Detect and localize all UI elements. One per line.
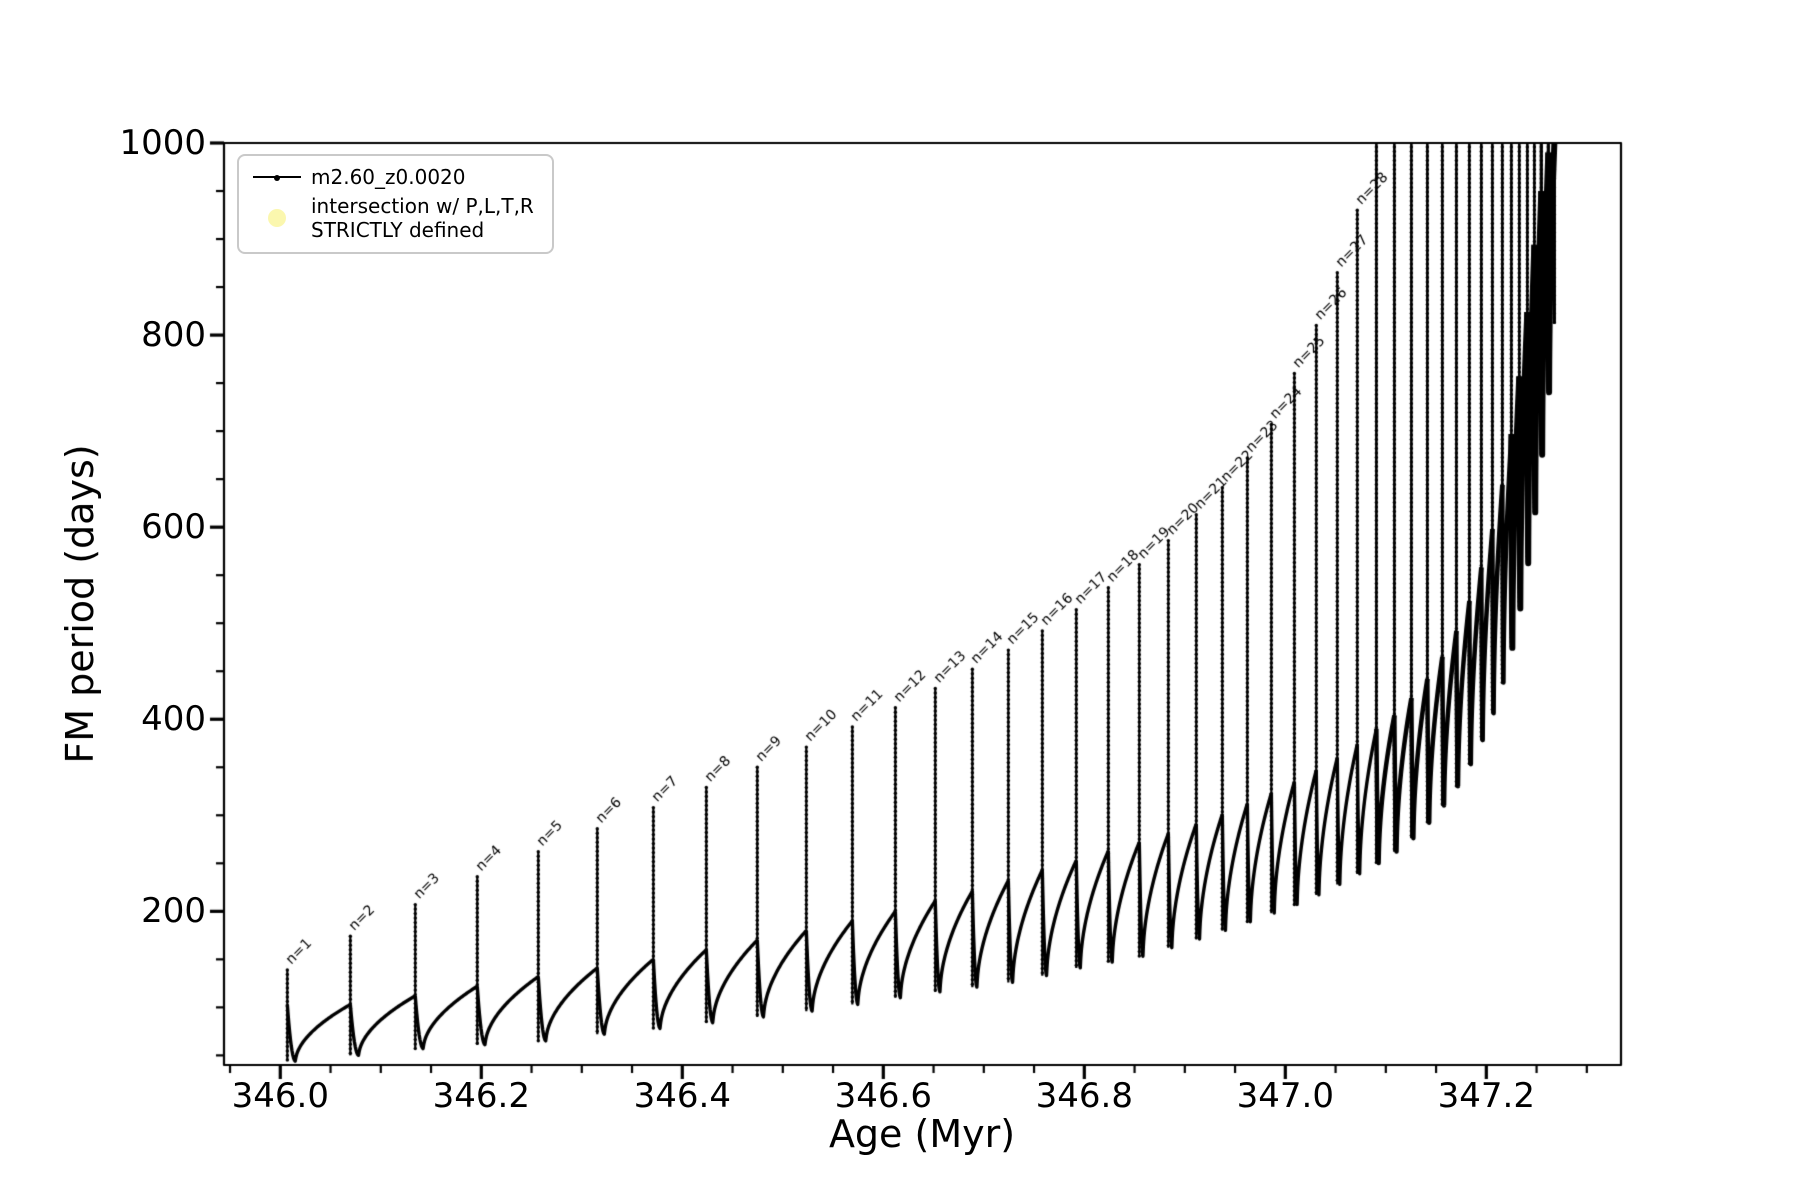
x-tick-label: 346.2 bbox=[432, 1076, 530, 1116]
legend-series-label: m2.60_z0.0020 bbox=[311, 165, 466, 189]
legend-intersection-label: intersection w/ P,L,T,R STRICTLY defined bbox=[311, 194, 534, 242]
x-tick-label: 346.6 bbox=[834, 1076, 932, 1116]
x-tick-label: 346.0 bbox=[231, 1076, 329, 1116]
legend-line-marker bbox=[251, 160, 303, 194]
legend-entry-intersection: intersection w/ P,L,T,R STRICTLY defined bbox=[251, 194, 534, 242]
circle-marker-icon bbox=[268, 209, 286, 227]
x-tick-label: 347.2 bbox=[1437, 1076, 1535, 1116]
y-tick-label: 600 bbox=[141, 507, 206, 548]
x-axis-label: Age (Myr) bbox=[828, 1112, 1016, 1156]
y-tick-label: 1000 bbox=[119, 123, 206, 163]
y-tick-label: 200 bbox=[141, 891, 206, 932]
line-sample-icon bbox=[253, 175, 301, 181]
legend-entry-series: m2.60_z0.0020 bbox=[251, 160, 534, 194]
dot-marker-icon bbox=[274, 175, 280, 181]
y-tick-label: 400 bbox=[141, 699, 206, 740]
legend-circle-marker bbox=[251, 201, 303, 235]
legend-box: m2.60_z0.0020 intersection w/ P,L,T,R ST… bbox=[237, 154, 554, 254]
x-tick-label: 346.8 bbox=[1035, 1076, 1133, 1116]
x-tick-label: 347.0 bbox=[1236, 1076, 1334, 1116]
x-tick-label: 346.4 bbox=[633, 1076, 731, 1116]
y-tick-label: 800 bbox=[141, 315, 206, 356]
